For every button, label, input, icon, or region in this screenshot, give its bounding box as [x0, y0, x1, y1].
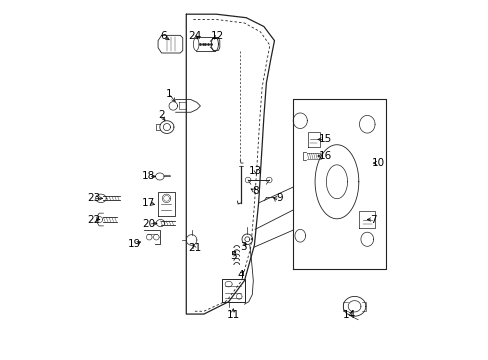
- Text: 13: 13: [249, 166, 262, 176]
- Text: 8: 8: [251, 186, 258, 196]
- Text: 16: 16: [318, 151, 331, 161]
- Text: 18: 18: [142, 171, 155, 181]
- Text: 3: 3: [240, 242, 246, 252]
- Text: 2: 2: [158, 110, 164, 120]
- Text: 9: 9: [276, 193, 283, 203]
- Text: 11: 11: [226, 310, 239, 320]
- Text: 6: 6: [160, 31, 166, 41]
- Text: 21: 21: [187, 243, 201, 253]
- Text: 10: 10: [371, 158, 385, 168]
- Text: 15: 15: [318, 134, 331, 144]
- Text: 22: 22: [87, 215, 100, 225]
- Text: 24: 24: [188, 31, 202, 41]
- Text: 4: 4: [237, 270, 243, 280]
- Text: 5: 5: [229, 251, 236, 261]
- Text: 19: 19: [127, 239, 141, 249]
- Text: 14: 14: [342, 310, 356, 320]
- Text: 12: 12: [210, 31, 223, 41]
- Text: 20: 20: [142, 219, 155, 229]
- Text: 17: 17: [142, 198, 155, 208]
- Text: 1: 1: [165, 89, 172, 99]
- Text: 7: 7: [369, 215, 376, 225]
- Text: 23: 23: [87, 193, 100, 203]
